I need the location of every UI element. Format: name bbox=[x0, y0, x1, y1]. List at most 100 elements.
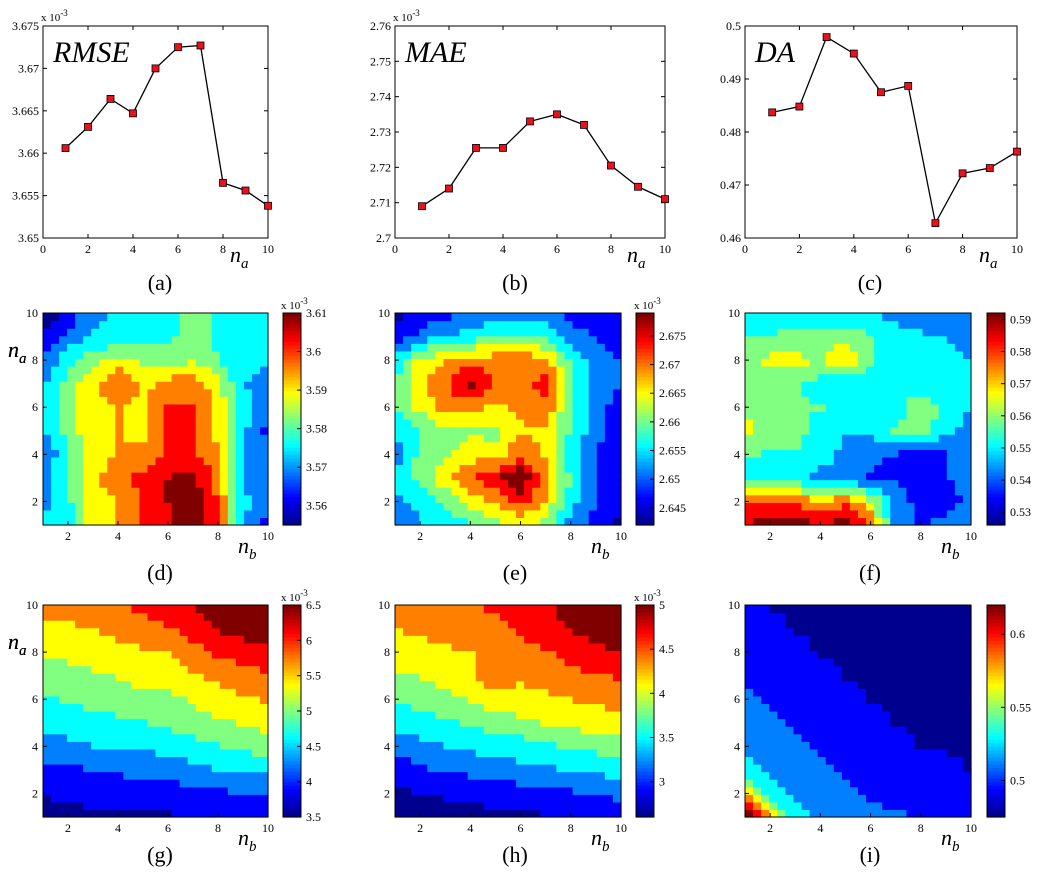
contour-cell bbox=[524, 502, 533, 511]
contour-cell bbox=[874, 502, 883, 511]
contour-cell bbox=[227, 464, 237, 473]
contour-cell bbox=[556, 403, 566, 413]
contour-cell bbox=[75, 688, 84, 697]
colorbar-step bbox=[283, 521, 301, 526]
contour-cell bbox=[123, 612, 132, 621]
contour-cell bbox=[580, 441, 590, 450]
contour-cell bbox=[612, 650, 622, 659]
colorbar-tick-label: 0.55 bbox=[1010, 441, 1031, 455]
contour-cell bbox=[946, 343, 956, 352]
contour-cell bbox=[99, 809, 108, 818]
contour-cell bbox=[508, 313, 517, 322]
contour-cell bbox=[898, 464, 908, 473]
contour-cell bbox=[825, 366, 835, 375]
x-tick-label: 0 bbox=[742, 242, 748, 256]
contour-cell bbox=[243, 358, 253, 367]
contour-cell bbox=[596, 665, 606, 674]
contour-cell bbox=[761, 517, 770, 526]
contour-cell bbox=[403, 403, 412, 413]
contour-cell bbox=[171, 650, 181, 659]
contour-cell bbox=[451, 517, 461, 526]
contour-cell bbox=[427, 456, 436, 466]
contour-cell bbox=[499, 434, 509, 443]
contour-cell bbox=[777, 396, 786, 405]
contour-cell bbox=[508, 449, 517, 458]
contour-cell bbox=[115, 771, 124, 780]
contour-cell bbox=[954, 764, 964, 773]
contour-cell bbox=[548, 320, 558, 329]
contour-cell bbox=[516, 335, 525, 344]
contour-cell bbox=[395, 605, 404, 614]
contour-cell bbox=[793, 509, 803, 519]
contour-cell bbox=[403, 335, 412, 344]
contour-cell bbox=[99, 665, 108, 674]
contour-cell bbox=[43, 650, 52, 659]
contour-cell bbox=[435, 733, 445, 742]
contour-cell bbox=[866, 479, 875, 488]
contour-cell bbox=[524, 741, 533, 750]
contour-cell bbox=[580, 794, 590, 803]
contour-cell bbox=[906, 441, 916, 450]
contour-cell bbox=[914, 517, 924, 526]
contour-cell bbox=[427, 718, 436, 727]
contour-cell bbox=[235, 441, 245, 450]
contour-cell bbox=[411, 650, 420, 659]
contour-cell bbox=[833, 396, 843, 405]
contour-cell bbox=[882, 718, 891, 727]
contour-cell bbox=[761, 718, 770, 727]
contour-cell bbox=[235, 426, 245, 435]
contour-cell bbox=[890, 426, 899, 435]
contour-cell bbox=[427, 605, 436, 614]
contour-cell bbox=[259, 517, 269, 526]
contour-cell bbox=[898, 733, 908, 742]
contour-cell bbox=[235, 703, 245, 712]
contour-cell bbox=[761, 726, 770, 735]
contour-cell bbox=[475, 502, 485, 511]
contour-cell bbox=[91, 650, 100, 659]
contour-cell bbox=[179, 741, 189, 750]
contour-cell bbox=[588, 605, 598, 614]
contour-cell bbox=[809, 313, 819, 322]
contour-cell bbox=[155, 718, 165, 727]
contour-cell bbox=[195, 434, 205, 443]
contour-cell bbox=[572, 426, 582, 435]
contour-cell bbox=[219, 502, 229, 511]
contour-cell bbox=[163, 509, 173, 519]
contour-cell bbox=[411, 673, 420, 682]
contour-cell bbox=[841, 741, 851, 750]
colorbar-step bbox=[636, 746, 654, 751]
contour-cell bbox=[67, 771, 76, 780]
contour-cell bbox=[139, 335, 149, 344]
contour-cell bbox=[259, 464, 269, 473]
contour-cell bbox=[75, 779, 84, 788]
contour-cell bbox=[809, 794, 819, 803]
contour-cell bbox=[954, 358, 964, 367]
contour-cell bbox=[849, 335, 859, 344]
contour-cell bbox=[139, 756, 149, 765]
contour-cell bbox=[179, 313, 189, 322]
colorbar-step bbox=[636, 636, 654, 641]
contour-cell bbox=[914, 502, 924, 511]
contour-cell bbox=[131, 809, 141, 818]
contour-cell bbox=[411, 328, 420, 337]
contour-cell bbox=[459, 517, 469, 526]
contour-cell bbox=[131, 403, 141, 413]
contour-cell bbox=[858, 350, 867, 360]
contour-cell bbox=[123, 741, 132, 750]
contour-cell bbox=[532, 472, 541, 481]
contour-cell bbox=[195, 680, 205, 689]
colorbar-step bbox=[283, 764, 301, 769]
contour-cell bbox=[849, 381, 859, 390]
contour-cell bbox=[612, 605, 622, 614]
contour-cell bbox=[75, 733, 84, 742]
contour-cell bbox=[427, 703, 436, 712]
colorbar-step bbox=[283, 472, 301, 477]
contour-cell bbox=[459, 703, 469, 712]
contour-cell bbox=[825, 464, 835, 473]
contour-cell bbox=[833, 748, 843, 758]
contour-cell bbox=[75, 335, 84, 344]
contour-cell bbox=[227, 373, 237, 382]
contour-cell bbox=[769, 350, 778, 360]
contour-cell bbox=[91, 403, 100, 413]
